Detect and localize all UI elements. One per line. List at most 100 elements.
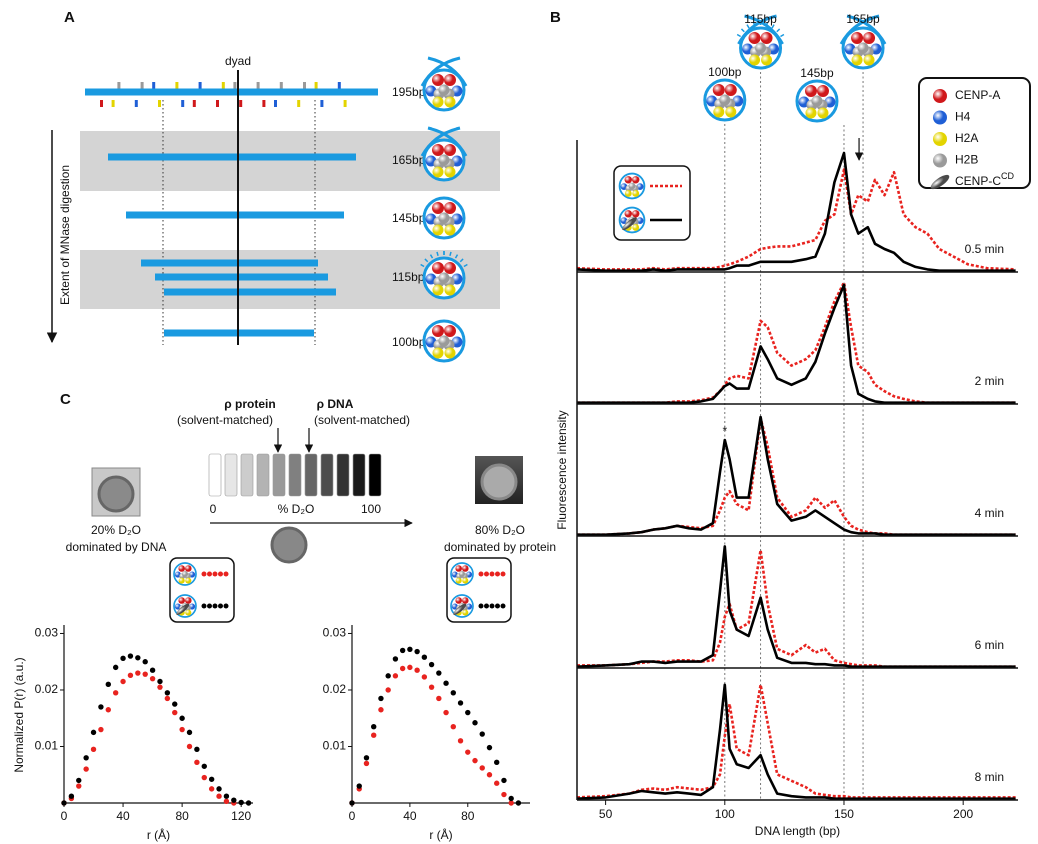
x-tick-label: 0 [349,809,356,823]
data-point [157,678,163,685]
peak-label: 165bp [846,12,880,26]
data-point [407,664,413,671]
histone-ball [816,85,829,97]
histone-ball [725,106,737,118]
data-point [135,655,141,661]
panel-label: B [550,9,561,26]
nucleosome-icon [618,172,646,200]
legend-dot [478,603,484,609]
data-point [392,656,399,662]
dna-end [846,14,887,45]
row-label: 195bp [392,85,426,99]
histone-ball [178,565,185,572]
legend-dot [489,571,495,577]
data-point [501,777,507,784]
histone-ball [432,144,444,156]
histone-ball [455,565,462,572]
sequence-tick [314,82,318,89]
nucleosome-icon [618,206,646,234]
peak-label: 145bp [800,66,834,80]
legend-superscript: CD [1001,171,1014,181]
data-point [385,687,391,693]
histone-ball [178,597,185,604]
data-point [208,776,215,782]
histone-ball [462,597,469,604]
histone-ball [632,176,640,184]
data-point [90,746,97,753]
y-tick-label: 0.03 [35,626,59,640]
data-point [83,755,89,761]
nucleosome-icon [839,14,887,70]
data-point [414,648,420,655]
histone-ball [444,347,456,359]
legend-dot [218,603,223,609]
histone-ball [628,182,636,190]
contrast-square [240,453,254,497]
legend-text: H2A [955,131,978,145]
data-point [61,800,67,806]
data-point [238,799,244,806]
histone-ball [462,565,469,572]
histone-ball [632,224,640,231]
histone-ball [624,210,632,218]
data-point [450,690,457,696]
y-tick-label: 0.01 [35,739,59,753]
dna-hatch [436,251,439,256]
histone-ball [624,190,632,197]
data-point [407,646,413,652]
x-tick-label: 150 [834,807,854,821]
sequence-tick [216,100,219,107]
x-tick-label: 40 [403,809,417,823]
data-point [186,729,193,736]
histone-ball [432,224,444,236]
trace [577,415,1016,536]
condition-label: dominated by protein [444,540,556,554]
legend-dot [495,603,500,609]
data-point [112,664,119,671]
row-label: 100bp [392,335,426,349]
sequence-tick [303,82,306,89]
data-point [428,684,435,690]
condition-label: 20% D₂O [91,523,141,537]
data-point [508,800,514,806]
data-point [208,786,215,792]
particle [97,475,135,513]
dna-hatch [429,254,434,259]
contrast-square [224,453,238,497]
histone-ball [438,154,450,166]
sequence-tick [320,100,324,107]
legend-dot [212,603,218,609]
cenpc-shape [176,603,190,615]
data-point [515,800,522,806]
data-point [120,678,126,685]
data-point [142,659,148,665]
y-axis-label: Fluorescence intensity [555,410,569,529]
axis-label: Extent of MNase digestion [58,165,72,305]
peak-label: 115bp [744,12,777,26]
histone-ball [624,176,632,184]
y-axis-label: Normalized P(r) (a.u.) [12,657,26,772]
contrast-square [336,453,350,497]
legend-dot [478,571,484,577]
data-point [120,655,126,662]
sequence-tick [181,100,185,107]
data-point [98,704,104,710]
y-tick-label: 0.02 [323,682,347,696]
data-point [112,690,119,696]
time-label: 2 min [975,374,1004,388]
contrast-square [368,453,382,497]
data-point [98,726,104,733]
nucleosome-icon [795,79,839,123]
trace [576,683,1016,799]
data-point [216,793,222,799]
dyad-label: dyad [225,54,251,68]
dna-hatch [746,24,750,29]
legend-dot [207,603,212,609]
annotation: * [722,424,727,438]
condition-label: dominated by DNA [66,540,167,554]
data-point [179,715,185,721]
cenpc-shape [622,217,637,231]
legend-dot [212,571,218,577]
legend-label: CENP-CCD [955,171,1015,188]
legend-swatch [933,132,947,146]
